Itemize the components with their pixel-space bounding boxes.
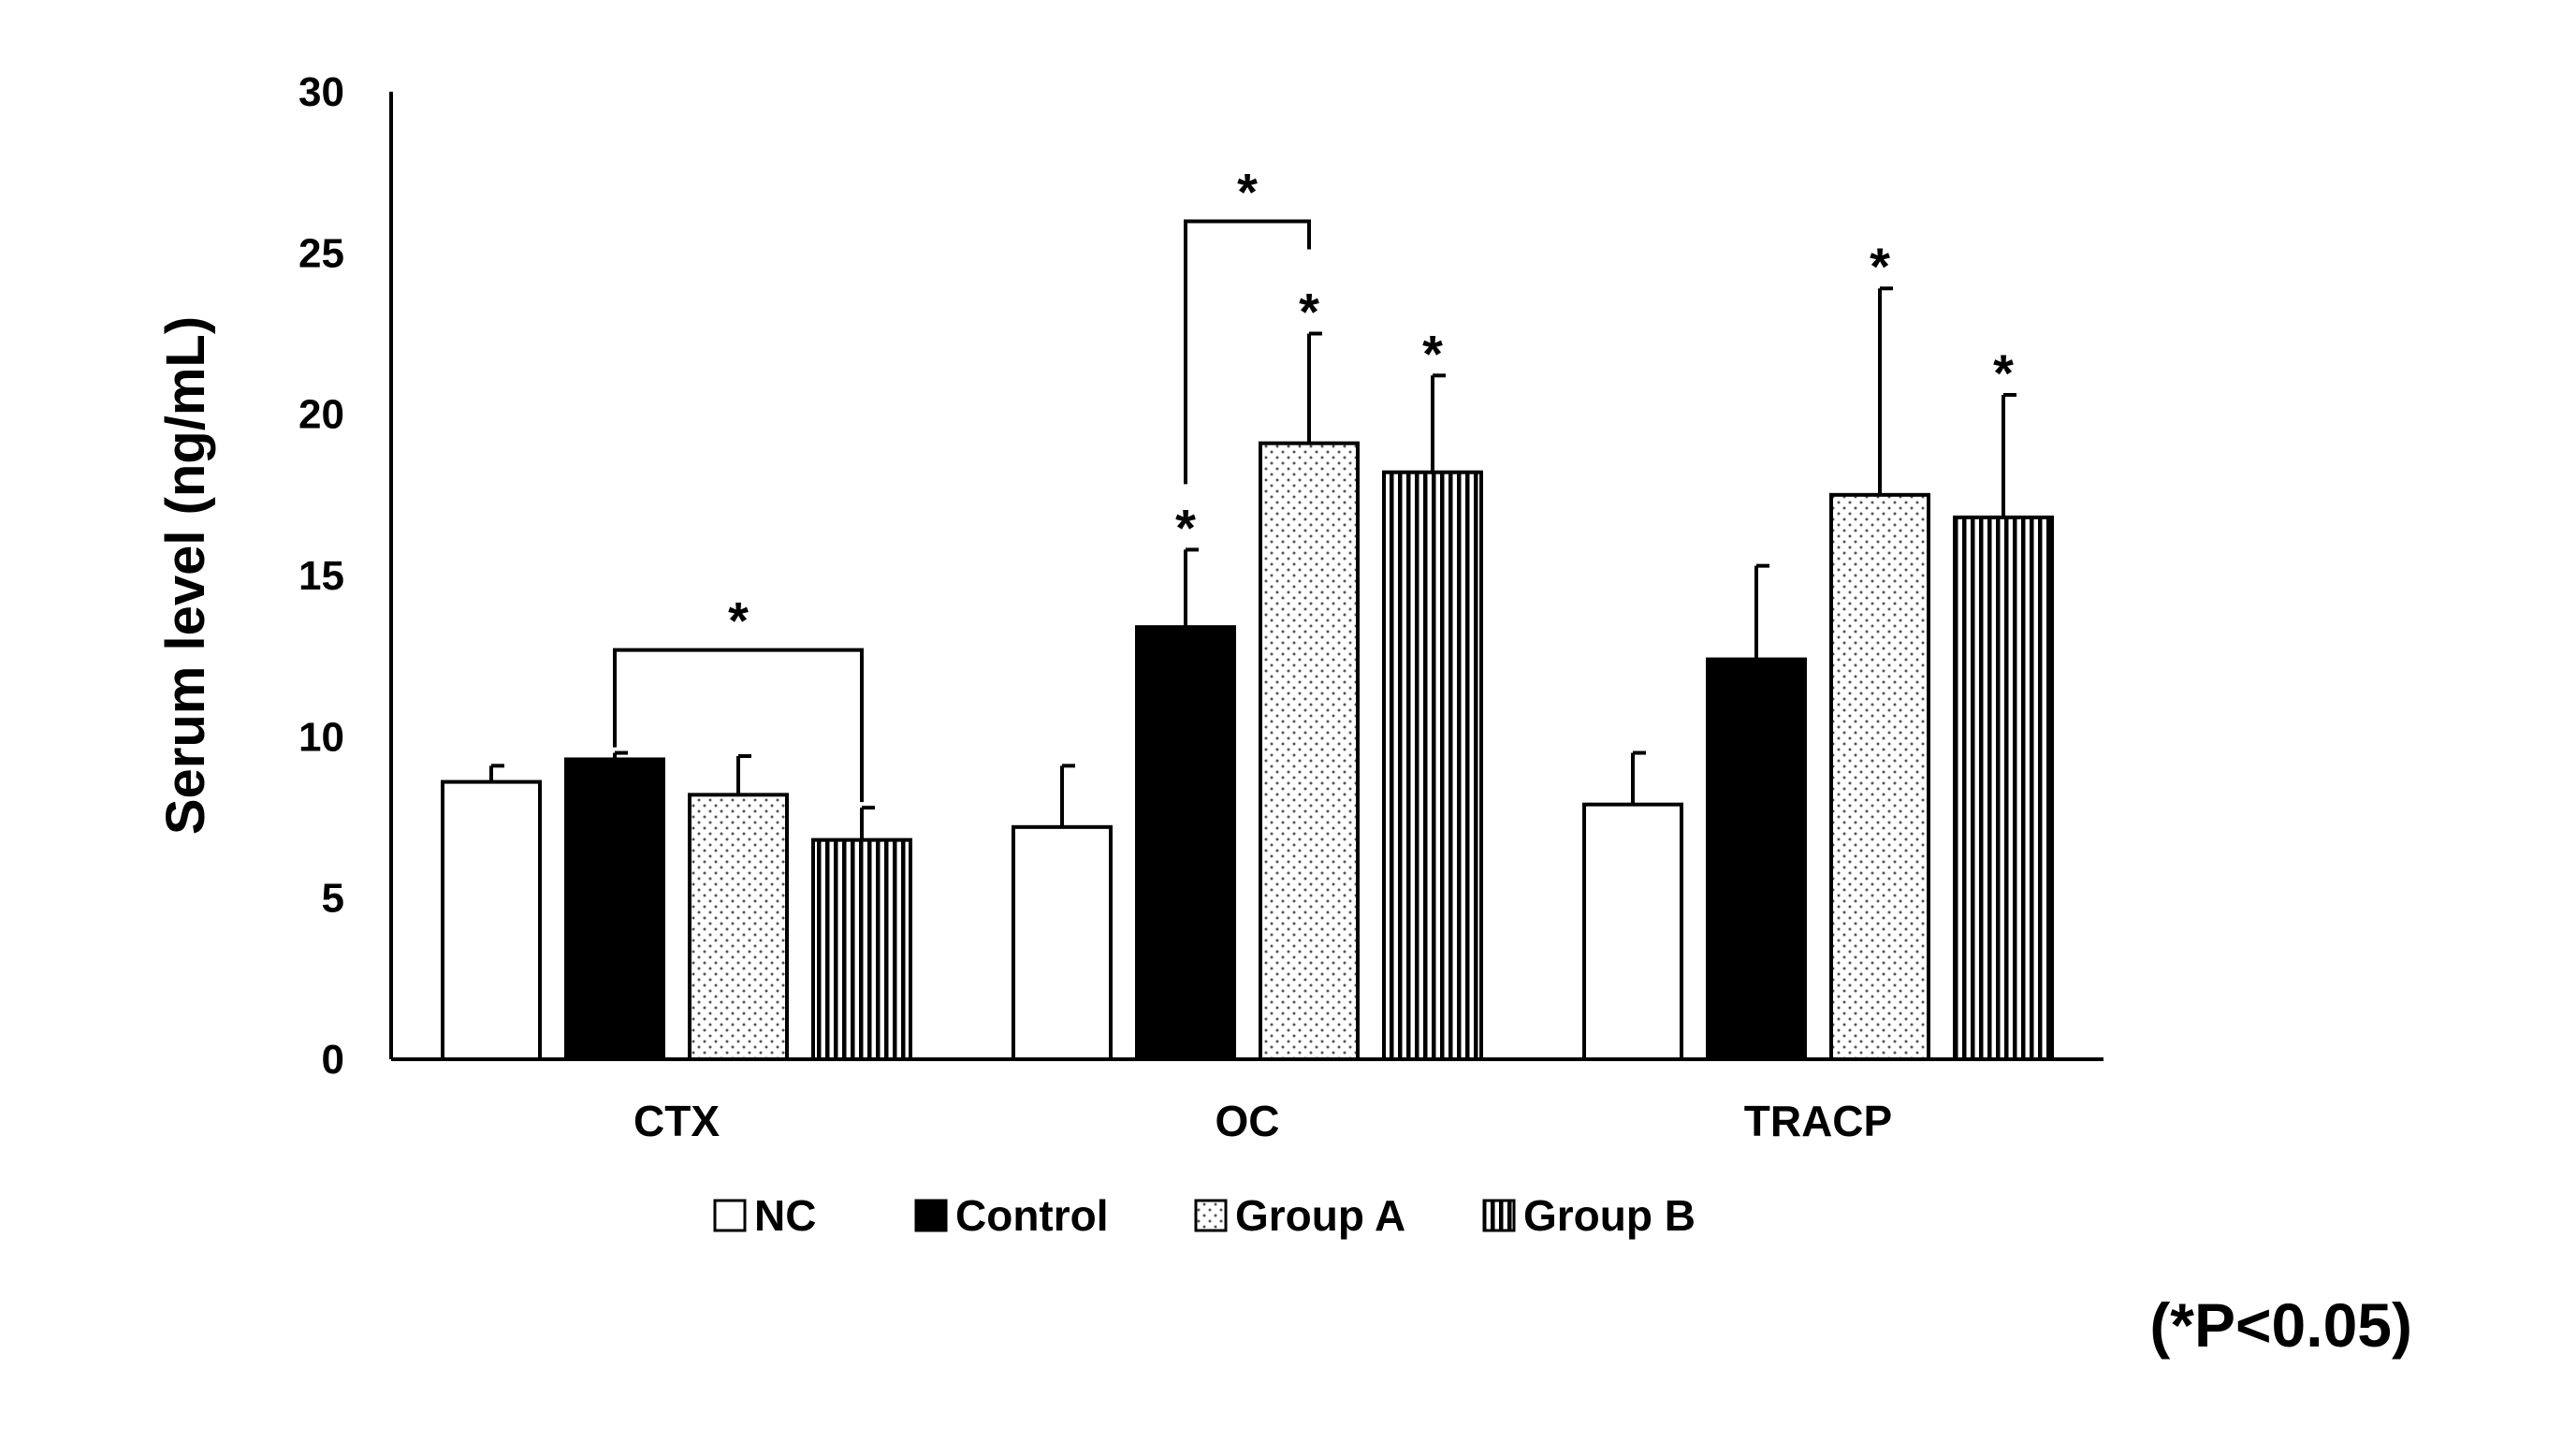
legend-swatch-nc [713, 1199, 747, 1232]
significance-asterisk: * [1870, 237, 1890, 296]
y-tick-label: 25 [298, 230, 344, 276]
y-axis-title: Serum level (ng/mL) [155, 316, 216, 835]
comparison-asterisk: * [1237, 163, 1258, 222]
comparison-asterisk: * [728, 591, 749, 650]
bar-control [564, 757, 665, 1062]
bar-nc [1582, 802, 1683, 1061]
legend-swatch-group-a [1194, 1199, 1228, 1232]
significance-asterisk: * [1993, 343, 2014, 402]
bar-control [1706, 657, 1807, 1061]
x-category-label: OC [1215, 1097, 1280, 1145]
x-category-label: CTX [633, 1097, 720, 1145]
y-tick-label: 10 [298, 714, 344, 760]
legend-label: Group B [1523, 1191, 1696, 1240]
significance-asterisk: * [1299, 283, 1319, 342]
bar-nc [441, 779, 542, 1061]
bar-control [1135, 625, 1236, 1061]
legend-label: Control [955, 1191, 1109, 1240]
significance-asterisk: * [1175, 498, 1196, 557]
x-category-label: TRACP [1744, 1097, 1892, 1145]
comparison-bracket [1184, 219, 1311, 485]
legend-swatch-group-b [1482, 1199, 1516, 1232]
y-tick-label: 30 [298, 69, 344, 115]
bar-group-a [688, 793, 789, 1062]
legend: NC Control Group A Group B [713, 1191, 1696, 1240]
x-axis: CTX OC TRACP [391, 1057, 2103, 1145]
significance-marks: * * * * * * * [613, 163, 2014, 803]
bar-nc [1012, 824, 1113, 1062]
bar-group-b [1382, 470, 1483, 1061]
y-tick-label: 15 [298, 553, 344, 599]
y-tick-label: 0 [322, 1037, 344, 1083]
significance-note: (*P<0.05) [2149, 1290, 2412, 1360]
significance-asterisk: * [1422, 324, 1443, 383]
bar-group-a [1259, 441, 1360, 1062]
bar-group-a [1829, 492, 1930, 1061]
y-tick-label: 20 [298, 392, 344, 438]
y-axis: 0 5 10 15 20 25 30 Serum level (ng/mL) [155, 69, 393, 1083]
bar-group-b [811, 837, 912, 1061]
bars [441, 286, 2054, 1062]
legend-swatch-control [914, 1199, 948, 1232]
legend-label: NC [754, 1191, 816, 1240]
legend-label: Group A [1235, 1191, 1405, 1240]
comparison-bracket [613, 648, 864, 803]
y-tick-label: 5 [322, 876, 344, 922]
bar-group-b [1953, 515, 2054, 1061]
